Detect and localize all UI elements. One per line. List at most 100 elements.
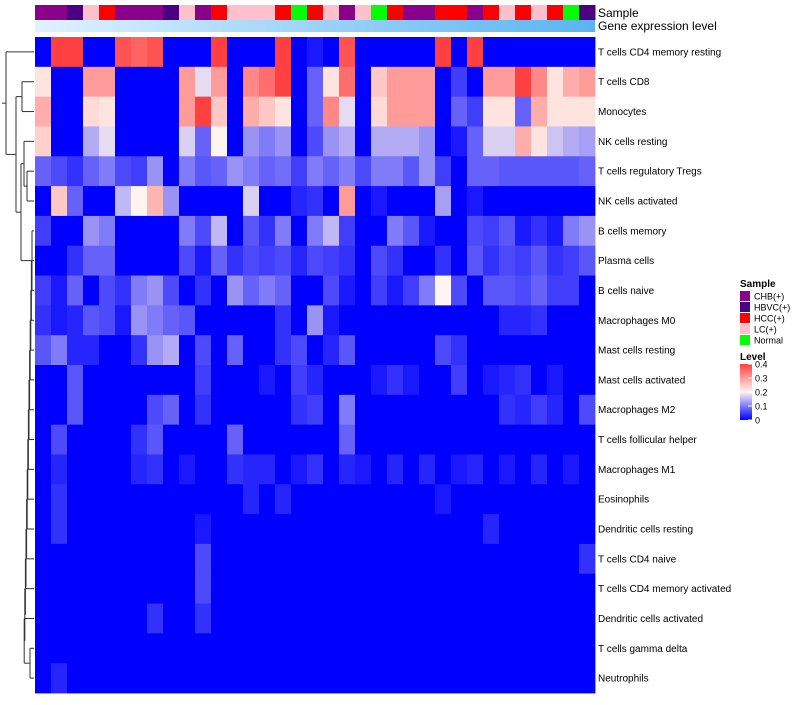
- heatmap-cell: [563, 424, 580, 455]
- heatmap-cell: [147, 66, 164, 98]
- heatmap-cell: [227, 156, 244, 187]
- heatmap-cell: [307, 66, 324, 98]
- heatmap-cell: [115, 454, 132, 485]
- heatmap-cell: [323, 573, 340, 604]
- heatmap-cell: [371, 365, 388, 396]
- heatmap-cell: [243, 633, 260, 664]
- heatmap-cell: [307, 215, 324, 247]
- heatmap-cell: [467, 454, 484, 485]
- heatmap-cell: [147, 543, 164, 575]
- heatmap-cell: [35, 633, 52, 664]
- heatmap-cell: [179, 514, 196, 545]
- heatmap-cell: [355, 156, 372, 187]
- heatmap-cell: [515, 603, 532, 634]
- heatmap-cell: [355, 633, 372, 664]
- sample-cell: [371, 5, 388, 20]
- sample-cell: [515, 5, 532, 20]
- heatmap-cell: [131, 305, 148, 336]
- heatmap-cell: [51, 305, 68, 336]
- heatmap-cell: [131, 543, 148, 575]
- heatmap-cell: [515, 424, 532, 455]
- heatmap-cell: [83, 305, 100, 336]
- heatmap-cell: [179, 96, 196, 127]
- heatmap-cell: [339, 424, 356, 455]
- heatmap-cell: [387, 573, 404, 604]
- heatmap-cell: [211, 156, 228, 187]
- heatmap-cell: [403, 245, 420, 276]
- heatmap-cell: [371, 66, 388, 98]
- heatmap-cell: [355, 573, 372, 604]
- heatmap-cell: [291, 633, 308, 664]
- heatmap-cell: [387, 514, 404, 545]
- heatmap-cell: [259, 305, 276, 336]
- heatmap-cell: [419, 424, 436, 455]
- heatmap-cell: [403, 514, 420, 545]
- heatmap-cell: [99, 603, 116, 634]
- sample-cell: [275, 5, 292, 20]
- heatmap-cell: [131, 424, 148, 455]
- heatmap-cell: [483, 424, 500, 455]
- heatmap-cell: [243, 424, 260, 455]
- heatmap-cell: [99, 663, 116, 694]
- heatmap-cell: [531, 156, 548, 187]
- sample-cell: [259, 5, 276, 20]
- heatmap-cell: [227, 126, 244, 157]
- heatmap-cell: [115, 126, 132, 157]
- heatmap-cell: [371, 603, 388, 634]
- heatmap-cell: [563, 543, 580, 575]
- heatmap-cell: [275, 365, 292, 396]
- heatmap-cell: [67, 186, 84, 217]
- heatmap-cell: [195, 66, 212, 98]
- sample-legend-label: HBVC(+): [754, 303, 790, 313]
- heatmap-cell: [387, 66, 404, 98]
- heatmap-cell: [259, 66, 276, 98]
- heatmap-cell: [371, 186, 388, 217]
- heatmap-cell: [227, 633, 244, 664]
- row-label: NK cells resting: [598, 137, 667, 148]
- heatmap-cell: [563, 66, 580, 98]
- heatmap-cell: [355, 365, 372, 396]
- heatmap-cell: [35, 514, 52, 545]
- row-label: Macrophages M0: [598, 316, 676, 327]
- heatmap-cell: [339, 514, 356, 545]
- heatmap-cell: [195, 394, 212, 426]
- heatmap-cell: [67, 603, 84, 634]
- heatmap-cell: [531, 335, 548, 366]
- sample-cell: [115, 5, 132, 20]
- heatmap-cell: [515, 37, 532, 68]
- heatmap-cell: [67, 335, 84, 366]
- heatmap-cell: [179, 484, 196, 515]
- heatmap-cell: [179, 454, 196, 485]
- heatmap-cell: [243, 126, 260, 157]
- heatmap-cell: [243, 96, 260, 127]
- heatmap-cell: [211, 603, 228, 634]
- heatmap-cell: [339, 633, 356, 664]
- heatmap-cell: [307, 603, 324, 634]
- heatmap-cell: [275, 394, 292, 426]
- heatmap-cell: [243, 484, 260, 515]
- heatmap-cell: [387, 245, 404, 276]
- heatmap-cell: [339, 156, 356, 187]
- row-label: T cells CD4 memory activated: [598, 584, 731, 595]
- heatmap-cell: [131, 365, 148, 396]
- heatmap-cell: [131, 186, 148, 217]
- heatmap-cell: [547, 275, 564, 306]
- heatmap-cell: [307, 573, 324, 604]
- heatmap-cell: [35, 603, 52, 634]
- heatmap-cell: [467, 573, 484, 604]
- sample-legend-label: HCC(+): [754, 314, 785, 324]
- heatmap-cell: [563, 603, 580, 634]
- heatmap-cell: [579, 543, 596, 575]
- heatmap-cell: [547, 394, 564, 426]
- heatmap-cell: [67, 215, 84, 247]
- heatmap-cell: [355, 603, 372, 634]
- heatmap-cell: [451, 454, 468, 485]
- heatmap-cell: [179, 603, 196, 634]
- heatmap-cell: [435, 543, 452, 575]
- heatmap-cell: [419, 305, 436, 336]
- heatmap-cell: [211, 215, 228, 247]
- heatmap-cell: [35, 335, 52, 366]
- heatmap-cell: [451, 215, 468, 247]
- heatmap-cell: [227, 663, 244, 694]
- heatmap-cell: [323, 543, 340, 575]
